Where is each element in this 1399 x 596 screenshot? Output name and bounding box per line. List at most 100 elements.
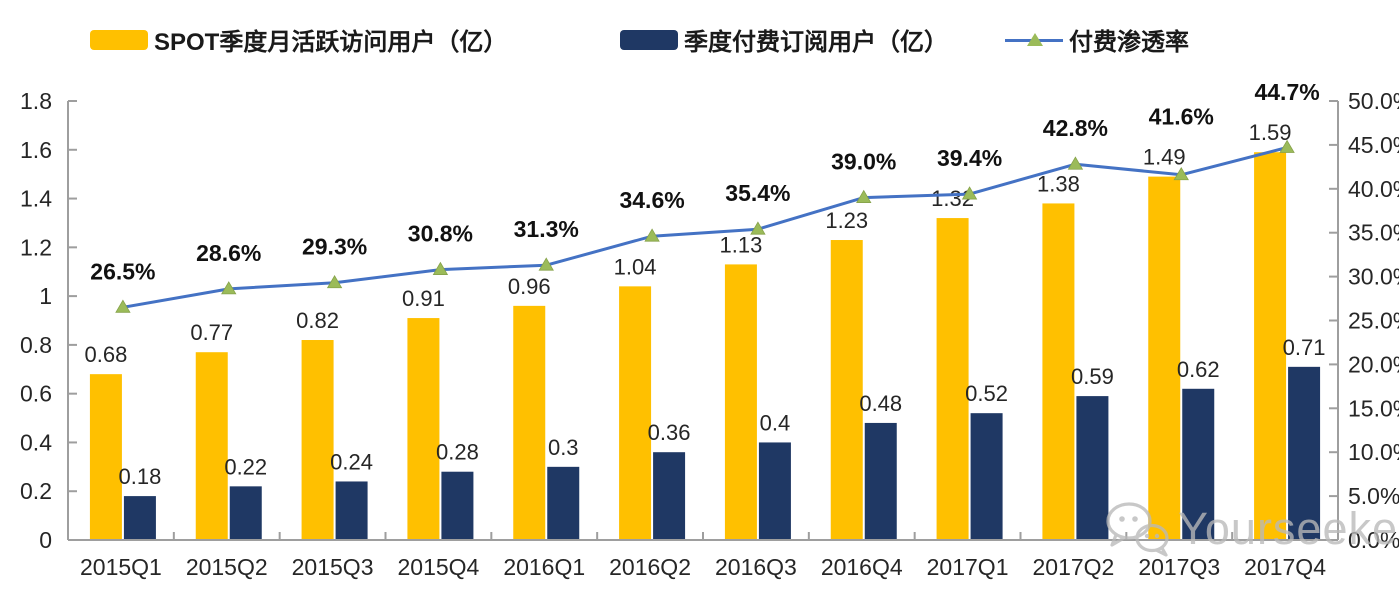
penetration-marker-2015Q1 — [115, 299, 131, 313]
bar-subscribers-2017Q4 — [1288, 366, 1321, 540]
bar-subscribers-2016Q2 — [653, 452, 686, 540]
bar-label-subscribers: 0.22 — [224, 454, 267, 479]
penetration-label: 44.7% — [1254, 79, 1319, 105]
legend-item-mau: SPOT季度月活跃访问用户（亿） — [90, 22, 507, 57]
triangle-marker-icon — [1027, 32, 1043, 46]
bar-mau-2017Q1 — [936, 218, 969, 541]
penetration-label: 31.3% — [514, 216, 579, 242]
bar-subscribers-2016Q4 — [864, 422, 897, 540]
bar-label-mau: 0.91 — [402, 286, 445, 311]
penetration-label: 30.8% — [408, 221, 473, 247]
right-axis-tick-label: 30.0% — [1348, 264, 1399, 290]
x-axis-label-2016Q1: 2016Q1 — [503, 554, 585, 580]
x-axis-label-2017Q2: 2017Q2 — [1032, 554, 1114, 580]
penetration-label: 35.4% — [725, 180, 790, 206]
legend-label-mau: SPOT季度月活跃访问用户（亿） — [154, 29, 508, 56]
bar-mau-2015Q1 — [89, 374, 122, 540]
bar-label-mau: 1.49 — [1143, 145, 1186, 170]
legend-label-penetration: 付费渗透率 — [1069, 29, 1189, 56]
bar-mau-2015Q4 — [407, 318, 440, 540]
bar-mau-2017Q2 — [1042, 203, 1075, 540]
bar-label-subscribers: 0.4 — [760, 410, 791, 435]
bar-subscribers-2015Q4 — [441, 471, 474, 540]
penetration-marker-2016Q2 — [644, 228, 660, 242]
bar-mau-2015Q2 — [195, 352, 228, 540]
left-axis-tick-label: 1.6 — [20, 137, 52, 163]
penetration-label: 42.8% — [1043, 115, 1108, 141]
left-axis-tick-label: 1.2 — [20, 234, 52, 260]
bar-mau-2015Q3 — [301, 340, 334, 540]
bar-label-mau: 0.68 — [85, 342, 128, 367]
subscriber-bar-swatch — [620, 29, 678, 50]
bar-label-subscribers: 0.52 — [965, 381, 1008, 406]
left-axis-tick-label: 0 — [39, 527, 52, 553]
x-axis-label-2017Q1: 2017Q1 — [927, 554, 1009, 580]
penetration-label: 41.6% — [1149, 104, 1214, 130]
penetration-marker-2017Q4 — [1279, 139, 1295, 153]
bar-mau-2016Q3 — [724, 264, 757, 540]
x-axis-label-2017Q3: 2017Q3 — [1138, 554, 1220, 580]
bar-subscribers-2017Q2 — [1076, 396, 1109, 540]
bar-label-subscribers: 0.28 — [436, 440, 479, 465]
right-axis-tick-label: 45.0% — [1348, 132, 1399, 158]
penetration-marker-2017Q2 — [1067, 156, 1084, 170]
bar-subscribers-2015Q2 — [229, 486, 262, 540]
x-axis-label-2016Q4: 2016Q4 — [821, 554, 903, 580]
penetration-label: 39.4% — [937, 145, 1002, 171]
penetration-marker-2016Q3 — [750, 221, 766, 235]
right-axis-tick-label: 20.0% — [1348, 351, 1399, 377]
penetration-marker-2015Q2 — [221, 281, 237, 295]
right-axis-tick-label: 35.0% — [1348, 220, 1399, 246]
bar-label-mau: 1.04 — [614, 254, 657, 279]
left-axis-tick-label: 0.4 — [20, 429, 52, 455]
penetration-label: 39.0% — [831, 149, 896, 175]
left-axis-tick-label: 1.4 — [20, 186, 52, 212]
bar-subscribers-2017Q1 — [970, 413, 1003, 540]
x-axis-label-2017Q4: 2017Q4 — [1244, 554, 1326, 580]
left-axis-tick-label: 1 — [39, 283, 52, 309]
penetration-marker-2017Q1 — [961, 186, 978, 200]
bar-mau-2016Q4 — [830, 240, 863, 540]
right-axis-tick-label: 0.0% — [1348, 527, 1399, 553]
bar-label-mau: 1.59 — [1249, 120, 1292, 145]
right-axis-tick-label: 40.0% — [1348, 176, 1399, 202]
penetration-label: 26.5% — [90, 258, 155, 284]
bar-mau-2017Q3 — [1148, 176, 1181, 540]
penetration-marker-2016Q1 — [538, 257, 554, 271]
right-axis-tick-label: 25.0% — [1348, 308, 1399, 334]
left-axis-tick-label: 0.8 — [20, 332, 52, 358]
bar-label-subscribers: 0.48 — [859, 391, 902, 416]
x-axis-label-2016Q3: 2016Q3 — [715, 554, 797, 580]
bar-label-mau: 1.23 — [825, 208, 868, 233]
penetration-marker-2016Q4 — [856, 189, 872, 203]
right-axis-tick-label: 10.0% — [1348, 439, 1399, 465]
penetration-label: 29.3% — [302, 234, 367, 260]
bar-subscribers-2016Q1 — [547, 466, 580, 540]
bar-label-mau: 0.96 — [508, 274, 551, 299]
bar-subscribers-2017Q3 — [1182, 388, 1215, 540]
bar-mau-2016Q2 — [619, 286, 652, 540]
x-axis-label-2016Q2: 2016Q2 — [609, 554, 691, 580]
bar-subscribers-2015Q1 — [123, 496, 156, 540]
bar-label-subscribers: 0.71 — [1283, 335, 1326, 360]
bar-label-mau: 1.38 — [1037, 171, 1080, 196]
left-axis-tick-label: 0.2 — [20, 478, 52, 504]
bar-label-mau: 0.77 — [190, 320, 233, 345]
penetration-label: 34.6% — [619, 187, 684, 213]
right-axis-tick-label: 5.0% — [1348, 483, 1399, 509]
bar-label-mau: 0.82 — [296, 308, 339, 333]
legend-label-subscribers: 季度付费订阅用户（亿） — [684, 29, 948, 56]
x-axis-label-2015Q3: 2015Q3 — [292, 554, 374, 580]
bar-label-subscribers: 0.18 — [119, 464, 162, 489]
left-axis-tick-label: 1.8 — [20, 88, 52, 114]
penetration-line-swatch — [1005, 30, 1063, 50]
penetration-marker-2015Q3 — [326, 274, 343, 289]
x-axis-label-2015Q2: 2015Q2 — [186, 554, 268, 580]
right-axis-tick-label: 50.0% — [1348, 88, 1399, 114]
x-axis-label-2015Q4: 2015Q4 — [397, 554, 479, 580]
bar-subscribers-2015Q3 — [335, 481, 368, 540]
penetration-marker-2017Q3 — [1173, 166, 1189, 181]
legend-item-penetration: 付费渗透率 — [1005, 22, 1189, 57]
